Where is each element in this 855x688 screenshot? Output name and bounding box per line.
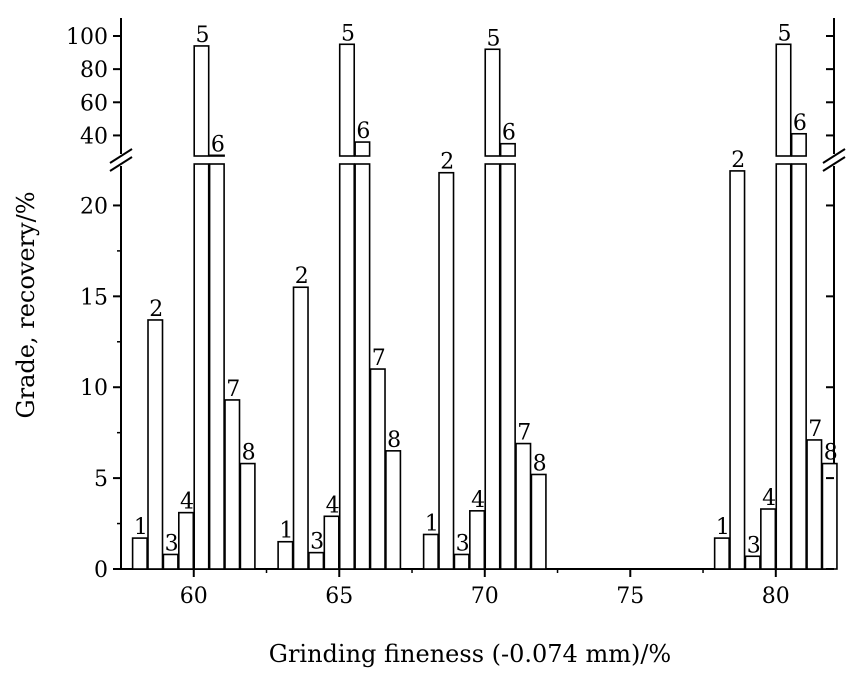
y-tick-label-lower-0: 0 xyxy=(94,558,108,583)
x-tick-label-3: 75 xyxy=(616,584,644,609)
bar-label-g0-s3: 3 xyxy=(165,531,179,556)
bar-g2-s3 xyxy=(453,553,470,570)
bar-label-g3-s1: 1 xyxy=(716,515,730,540)
bar-g3-s4 xyxy=(760,508,777,570)
break-slash-1-1 xyxy=(822,156,846,172)
bar-label-g1-s5: 5 xyxy=(341,21,355,46)
bar-g1-s6-lower xyxy=(354,163,371,570)
bar-label-g3-s8: 8 xyxy=(824,441,838,466)
bar-label-g2-s8: 8 xyxy=(533,451,547,476)
bar-g3-s1 xyxy=(713,537,730,570)
bar-label-g3-s3: 3 xyxy=(747,533,761,558)
bar-g0-s6 xyxy=(208,154,225,157)
bar-label-g3-s5: 5 xyxy=(777,21,791,46)
bar-label-g2-s3: 3 xyxy=(456,531,470,556)
bar-g3-s7 xyxy=(806,439,823,570)
bar-label-g2-s5: 5 xyxy=(486,26,500,51)
bar-label-g0-s4: 4 xyxy=(180,490,194,515)
bar-g3-s2 xyxy=(729,170,746,570)
bar-g2-s5-lower xyxy=(484,163,501,570)
bar-label-g2-s4: 4 xyxy=(471,488,485,513)
bar-g2-s1 xyxy=(422,533,439,570)
bar-g2-s8 xyxy=(530,473,547,570)
bar-g1-s4 xyxy=(323,515,340,570)
bar-g3-s3 xyxy=(744,555,761,570)
x-tick-label-1: 65 xyxy=(325,584,353,609)
x-tick-label-4: 80 xyxy=(762,584,790,609)
bar-label-g1-s1: 1 xyxy=(279,519,293,544)
y-tick-label-lower-3: 15 xyxy=(80,285,108,310)
bar-g1-s3 xyxy=(308,551,325,570)
bar-label-g3-s6: 6 xyxy=(793,111,807,136)
bar-g1-s1 xyxy=(277,540,294,570)
bar-label-g0-s7: 7 xyxy=(226,377,240,402)
bar-label-g0-s6: 6 xyxy=(211,132,225,157)
bar-label-g1-s8: 8 xyxy=(387,428,401,453)
bar-g2-s6 xyxy=(499,142,516,157)
bar-g2-s7 xyxy=(515,442,532,570)
break-slash-1-0 xyxy=(822,148,846,164)
x-axis-title: Grinding fineness (-0.074 mm)/% xyxy=(269,640,671,668)
bar-g3-s8 xyxy=(821,462,838,570)
bar-g1-s5 xyxy=(338,43,356,157)
bar-g3-s6 xyxy=(790,132,807,157)
bar-label-g0-s1: 1 xyxy=(134,515,148,540)
bar-g0-s7 xyxy=(224,399,241,570)
bar-g3-s5 xyxy=(775,43,792,157)
y-tick-label-upper-2: 80 xyxy=(80,58,108,83)
bar-g0-s6-lower xyxy=(208,163,225,570)
bar-g2-s5 xyxy=(484,48,501,157)
bar-g1-s7 xyxy=(369,368,386,570)
break-slash-0-0 xyxy=(109,148,133,164)
bar-g0-s3 xyxy=(162,553,179,570)
bar-g1-s2 xyxy=(292,286,309,570)
y-tick-label-lower-2: 10 xyxy=(80,376,108,401)
bar-label-g0-s5: 5 xyxy=(195,23,209,48)
bar-g0-s5 xyxy=(193,45,210,157)
bar-g2-s6-lower xyxy=(499,163,516,570)
bar-g0-s5-lower xyxy=(193,163,210,570)
bar-label-g1-s6: 6 xyxy=(356,119,370,144)
bar-label-g1-s2: 2 xyxy=(295,264,309,289)
bar-label-g3-s2: 2 xyxy=(731,148,745,173)
bar-label-g3-s4: 4 xyxy=(762,486,776,511)
x-tick-label-2: 70 xyxy=(471,584,499,609)
bar-g2-s2 xyxy=(438,171,455,570)
bar-label-g3-s7: 7 xyxy=(808,417,822,442)
bar-g0-s1 xyxy=(131,537,148,570)
break-slash-0-1 xyxy=(109,156,133,172)
bar-label-g1-s4: 4 xyxy=(326,493,340,518)
bar-label-g2-s6: 6 xyxy=(502,121,516,146)
bar-label-g2-s2: 2 xyxy=(440,150,454,175)
bar-g1-s5-lower xyxy=(338,163,356,570)
axis-break-marks xyxy=(109,148,846,172)
bar-label-g0-s2: 2 xyxy=(149,297,163,322)
y-tick-label-lower-4: 20 xyxy=(80,194,108,219)
bar-g2-s4 xyxy=(469,510,486,570)
bar-label-g0-s8: 8 xyxy=(242,441,256,466)
bar-g0-s4 xyxy=(178,511,195,570)
bar-g3-s5-lower xyxy=(775,163,792,570)
y-tick-label-upper-0: 40 xyxy=(80,124,108,149)
y-axis-title: Grade, recovery/% xyxy=(12,191,40,418)
bar-g0-s2 xyxy=(147,319,164,570)
bars xyxy=(131,43,838,570)
x-tick-label-0: 60 xyxy=(180,584,208,609)
bar-label-g1-s3: 3 xyxy=(310,530,324,555)
bar-label-g2-s1: 1 xyxy=(425,511,439,536)
bar-g1-s8 xyxy=(385,450,402,570)
bar-label-g2-s7: 7 xyxy=(517,421,531,446)
y-tick-label-upper-1: 60 xyxy=(80,91,108,116)
y-tick-label-lower-1: 5 xyxy=(94,467,108,492)
bar-g3-s6-lower xyxy=(790,163,807,570)
bar-g0-s8 xyxy=(239,462,256,570)
bar-label-g1-s7: 7 xyxy=(372,346,386,371)
bar-g1-s6 xyxy=(354,141,371,157)
y-tick-label-upper-3: 100 xyxy=(66,25,108,50)
